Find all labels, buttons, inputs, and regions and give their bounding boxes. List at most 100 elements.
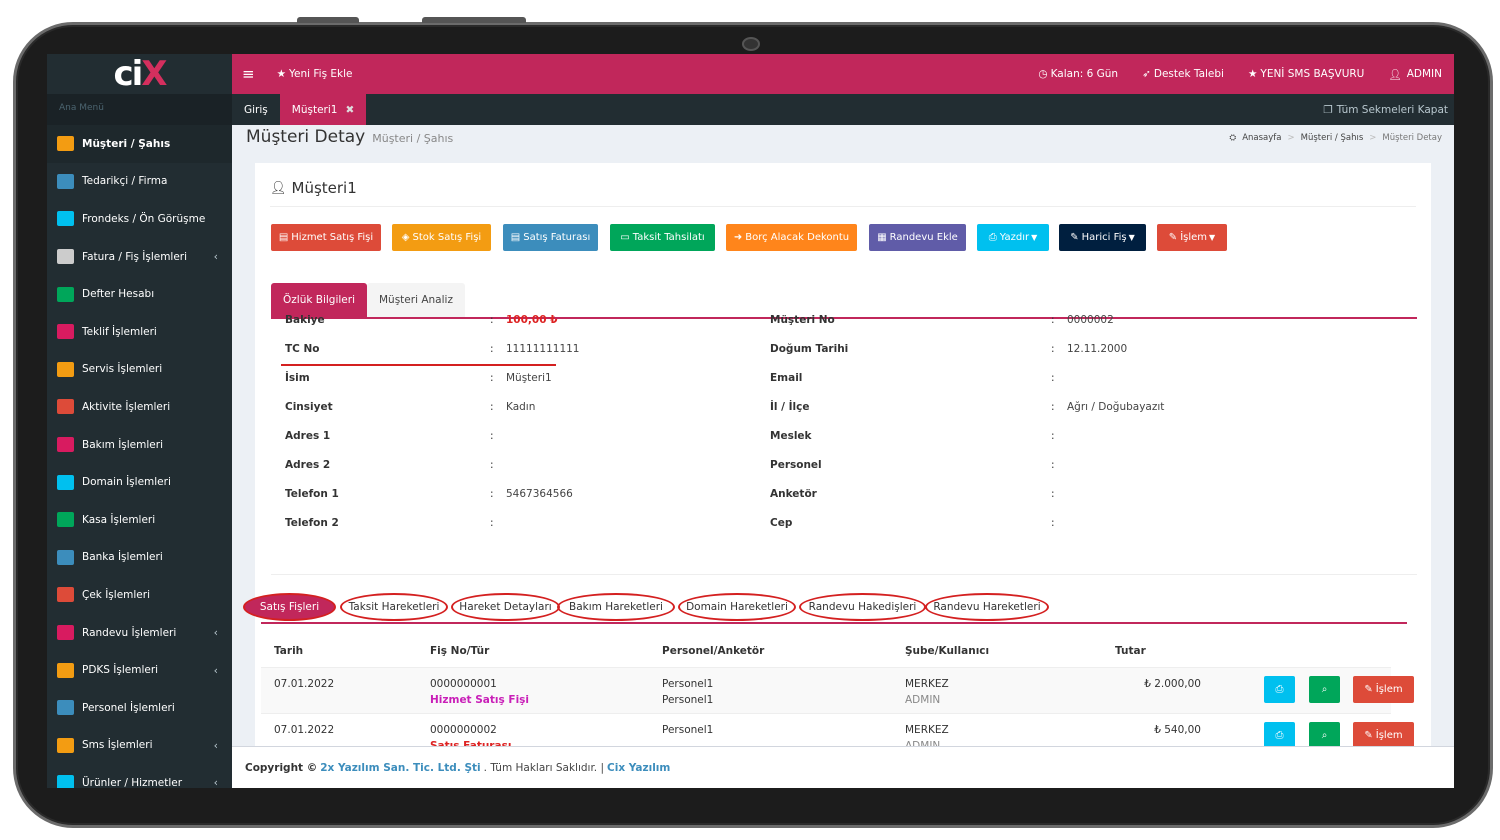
- sidebar-item[interactable]: Bakım İşlemleri: [47, 426, 232, 464]
- sidebar-item[interactable]: Aktivite İşlemleri: [47, 388, 232, 426]
- sidebar-item-label: PDKS İşlemleri: [82, 664, 159, 677]
- action-button[interactable]: ✎ Harici Fiş ▼: [1059, 224, 1146, 251]
- page-subtitle: Müşteri / Şahıs: [372, 132, 454, 145]
- customer-heading: 👤︎ Müşteri1: [270, 179, 357, 197]
- customer-name: Müşteri1: [291, 179, 357, 197]
- view-button[interactable]: ⌕: [1309, 676, 1340, 703]
- action-button[interactable]: ▤ Satış Faturası: [503, 224, 598, 251]
- field-colon: :: [490, 343, 494, 355]
- user-menu[interactable]: 👤︎ ADMIN: [1376, 68, 1454, 81]
- tab-personal-info[interactable]: Özlük Bilgileri: [271, 283, 367, 317]
- field-label: Personel: [770, 459, 822, 471]
- row-action-button[interactable]: ✎ İşlem: [1353, 722, 1414, 746]
- action-button[interactable]: ➜ Borç Alacak Dekontu: [726, 224, 857, 251]
- sidebar-item[interactable]: Sms İşlemleri ‹: [47, 727, 232, 765]
- field-value: Kadın: [506, 401, 536, 413]
- table-header: Tarih Fiş No/Tür Personel/Anketör Şube/K…: [261, 636, 1391, 668]
- action-button-label: Hizmet Satış Fişi: [291, 232, 374, 243]
- bottom-tab[interactable]: Randevu Hakedişleri: [799, 593, 926, 621]
- action-button[interactable]: ✎ İşlem ▼: [1157, 224, 1227, 251]
- bottom-tab[interactable]: Satış Fişleri: [243, 593, 336, 621]
- bottom-tab[interactable]: Bakım Hareketleri: [557, 593, 675, 621]
- breadcrumb-home[interactable]: Anasayfa: [1242, 133, 1282, 143]
- row-action-label: İşlem: [1375, 684, 1403, 695]
- sms-apply-button[interactable]: ★ YENİ SMS BAŞVURU: [1236, 68, 1376, 81]
- new-receipt-button[interactable]: ★ Yeni Fiş Ekle: [265, 68, 365, 80]
- action-button[interactable]: ⎙ Yazdır ▼: [977, 224, 1049, 251]
- page-title: Müşteri Detay: [246, 127, 366, 147]
- cell-personnel: Personel1: [662, 678, 714, 690]
- menu-toggle-button[interactable]: ≡: [232, 65, 265, 83]
- sidebar-item[interactable]: Teklif İşlemleri: [47, 313, 232, 351]
- main-content: Müşteri Detay Müşteri / Şahıs ⛭ Anasayfa…: [232, 125, 1454, 746]
- col-personnel: Personel/Anketör: [662, 645, 765, 657]
- cell-receipt-type[interactable]: Hizmet Satış Fişi: [430, 694, 530, 706]
- action-button[interactable]: ▤ Hizmet Satış Fişi: [271, 224, 381, 251]
- tab-home[interactable]: Giriş: [232, 94, 280, 125]
- view-button[interactable]: ⌕: [1309, 722, 1340, 746]
- bottom-tab[interactable]: Hareket Detayları: [451, 593, 560, 621]
- sidebar-item[interactable]: Kasa İşlemleri: [47, 501, 232, 539]
- button-icon: ▭: [620, 232, 630, 243]
- sidebar-item[interactable]: PDKS İşlemleri ‹: [47, 651, 232, 689]
- sidebar-item[interactable]: Personel İşlemleri: [47, 689, 232, 727]
- close-all-label: Tüm Sekmeleri Kapat: [1336, 103, 1448, 116]
- print-button[interactable]: ⎙: [1264, 676, 1295, 703]
- sidebar-item[interactable]: Domain İşlemleri: [47, 463, 232, 501]
- chevron-left-icon: ‹: [213, 663, 218, 677]
- sidebar-item[interactable]: Ürünler / Hizmetler ‹: [47, 764, 232, 788]
- star-icon: ★: [276, 68, 286, 80]
- action-button[interactable]: ▭ Taksit Tahsilatı: [610, 224, 715, 251]
- company-link[interactable]: 2x Yazılım San. Tic. Ltd. Şti: [320, 761, 481, 774]
- close-icon[interactable]: ✖: [345, 103, 355, 116]
- tab-customer[interactable]: Müşteri1 ✖: [279, 94, 367, 125]
- table-row: 07.01.2022 0000000002 Satış Faturası Person…: [261, 714, 1414, 746]
- caret-down-icon: ▼: [1128, 233, 1135, 242]
- search-icon: ⌕: [1321, 684, 1328, 695]
- brand-link[interactable]: Cix Yazılım: [607, 761, 671, 774]
- search-icon: ⌕: [1321, 730, 1328, 741]
- sidebar-item-label: Teklif İşlemleri: [82, 325, 157, 338]
- sidebar-item-label: Randevu İşlemleri: [82, 626, 177, 639]
- print-button[interactable]: ⎙: [1264, 722, 1295, 746]
- hamburger-icon: ≡: [242, 65, 255, 83]
- sidebar-item[interactable]: Tedarikçi / Firma: [47, 163, 232, 201]
- row-action-button[interactable]: ✎ İşlem: [1353, 676, 1414, 703]
- remaining-days[interactable]: ◷ Kalan: 6 Gün: [1026, 68, 1130, 81]
- button-icon: ▦: [877, 232, 887, 243]
- sidebar-item[interactable]: Çek İşlemleri: [47, 576, 232, 614]
- sidebar-item[interactable]: Defter Hesabı: [47, 275, 232, 313]
- sidebar-item[interactable]: Frondeks / Ön Görüşme: [47, 200, 232, 238]
- action-button[interactable]: ▦ Randevu Ekle: [869, 224, 966, 251]
- tab-customer-analysis[interactable]: Müşteri Analiz: [367, 283, 465, 317]
- sidebar-item-label: Ürünler / Hizmetler: [82, 776, 183, 788]
- bottom-tab[interactable]: Randevu Hareketleri: [925, 593, 1049, 621]
- cell-user: ADMIN: [905, 740, 941, 746]
- sidebar-item[interactable]: Servis İşlemleri: [47, 351, 232, 389]
- user-circle-icon: [57, 662, 74, 678]
- cell-receipt-type[interactable]: Satış Faturası: [430, 740, 512, 746]
- support-button[interactable]: ➶ Destek Talebi: [1130, 68, 1236, 81]
- cell-personnel: Personel1: [662, 724, 714, 736]
- sidebar-item[interactable]: Müşteri / Şahıs: [47, 125, 232, 163]
- sidebar-item[interactable]: Fatura / Fiş İşlemleri ‹: [47, 238, 232, 276]
- sidebar-item[interactable]: Randevu İşlemleri ‹: [47, 614, 232, 652]
- sidebar-item-label: Banka İşlemleri: [82, 551, 163, 564]
- cell-user: ADMIN: [905, 694, 941, 706]
- dashboard-icon: ⛭: [1229, 133, 1237, 143]
- tablet-button: [422, 17, 526, 23]
- breadcrumb-separator: >: [1287, 133, 1295, 143]
- desktop-icon: [57, 474, 74, 490]
- action-button[interactable]: ◈ Stok Satış Fişi: [392, 224, 491, 251]
- field-label: Telefon 1: [285, 488, 339, 500]
- bottom-tab[interactable]: Domain Hareketleri: [678, 593, 796, 621]
- field-value: Ağrı / Doğubayazıt: [1067, 401, 1165, 413]
- button-icon: ▤: [278, 232, 289, 243]
- sidebar-item[interactable]: Banka İşlemleri: [47, 539, 232, 577]
- bottom-tab[interactable]: Taksit Hareketleri: [340, 593, 448, 621]
- button-icon: ▤: [510, 232, 521, 243]
- address-card-icon: [57, 700, 74, 716]
- breadcrumb-customers[interactable]: Müşteri / Şahıs: [1300, 133, 1364, 143]
- logo[interactable]: ciX: [47, 54, 232, 94]
- close-all-tabs-button[interactable]: ❐ Tüm Sekmeleri Kapat: [1317, 104, 1454, 116]
